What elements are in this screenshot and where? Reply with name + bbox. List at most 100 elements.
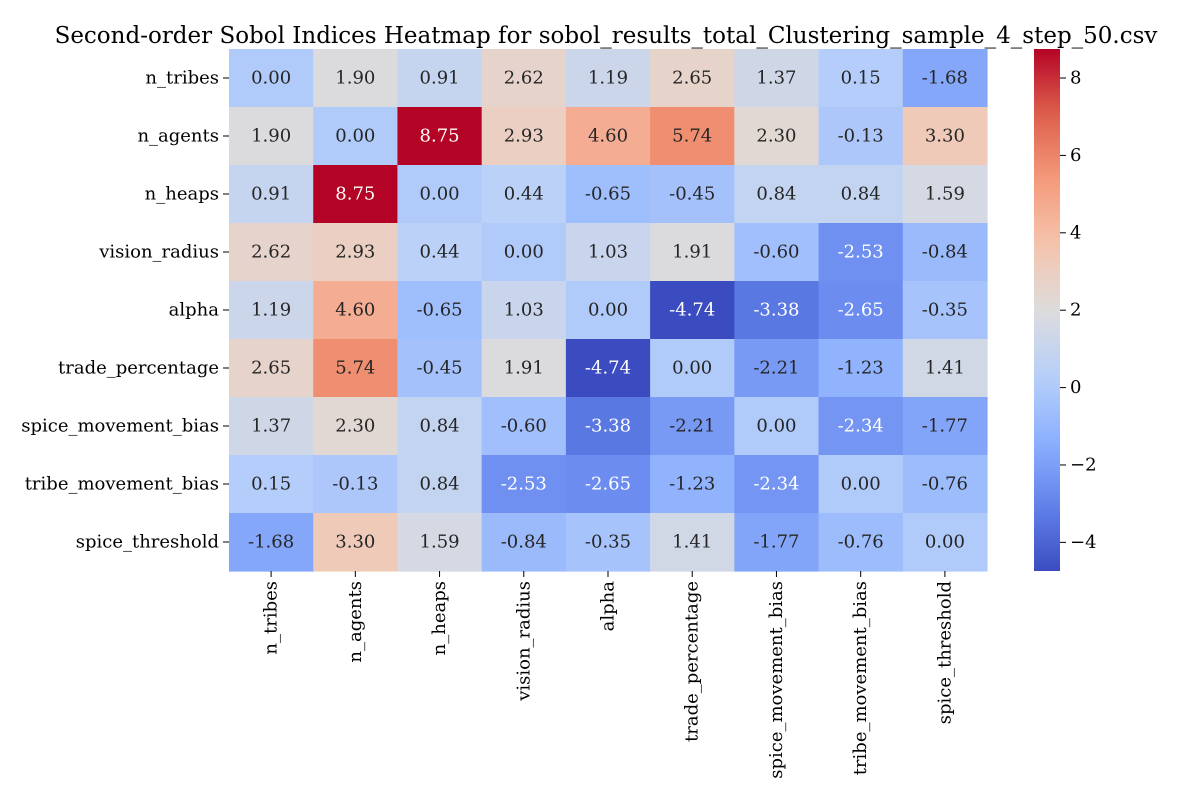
- column-tick-label: alpha: [598, 581, 619, 632]
- heatmap-cell: [650, 455, 735, 514]
- heatmap-cell: [734, 397, 820, 456]
- row-tick-label: n_tribes: [145, 68, 219, 89]
- cell-value-label: 0.84: [420, 416, 460, 437]
- cell-value-label: 1.19: [588, 68, 628, 89]
- heatmap-cell: [397, 223, 483, 282]
- cell-value-label: -2.65: [838, 300, 884, 321]
- heatmap-cell: [229, 223, 314, 282]
- cell-value-label: -0.45: [416, 358, 462, 379]
- heatmap-cell: [397, 513, 483, 572]
- cell-value-label: 1.91: [672, 242, 712, 263]
- cell-value-label: 2.93: [335, 242, 375, 263]
- heatmap-cell: [565, 223, 651, 282]
- heatmap-cell: [565, 49, 651, 108]
- colorbar-tick-label: 2: [1070, 300, 1081, 321]
- colorbar-tick-label: 0: [1070, 377, 1081, 398]
- heatmap-cell: [734, 513, 820, 572]
- cell-value-label: -0.13: [332, 474, 378, 495]
- cell-value-label: -1.23: [669, 474, 715, 495]
- cell-value-label: -0.84: [501, 532, 547, 553]
- cell-value-label: 1.59: [925, 184, 965, 205]
- cell-value-label: 5.74: [672, 126, 712, 147]
- heatmap-cell: [397, 397, 483, 456]
- heatmap-cell: [397, 455, 483, 514]
- cell-value-label: 0.00: [672, 358, 712, 379]
- cell-value-label: 2.62: [251, 242, 291, 263]
- cell-value-label: -0.84: [922, 242, 968, 263]
- heatmap-cell: [229, 107, 314, 166]
- heatmap-cell: [902, 455, 988, 514]
- column-tick-label: n_tribes: [261, 581, 282, 655]
- heatmap-cell: [313, 107, 399, 166]
- cell-value-label: -2.53: [501, 474, 547, 495]
- heatmap-cell: [818, 281, 904, 340]
- column-tick-label: tribe_movement_bias: [850, 581, 871, 775]
- cell-value-label: 0.84: [841, 184, 881, 205]
- cell-value-label: -0.35: [922, 300, 968, 321]
- cell-value-label: 0.91: [420, 68, 460, 89]
- heatmap-cell: [734, 455, 820, 514]
- cell-value-label: 0.15: [251, 474, 291, 495]
- heatmap-cell: [902, 223, 988, 282]
- heatmap-cell: [818, 397, 904, 456]
- cell-value-label: 0.84: [420, 474, 460, 495]
- heatmap-cell: [313, 281, 399, 340]
- column-tick-label: trade_percentage: [682, 581, 703, 742]
- cell-value-label: -0.35: [585, 532, 631, 553]
- cell-value-label: -0.60: [501, 416, 547, 437]
- cell-value-label: -1.23: [838, 358, 884, 379]
- heatmap-cell-labels: 0.00 1.90 0.91 2.62 1.19 2.65 1.37 0.15 -1.68 1.9…: [248, 68, 968, 553]
- heatmap-cell: [565, 107, 651, 166]
- cell-value-label: 8.75: [335, 184, 375, 205]
- column-tick-label: n_agents: [345, 581, 366, 663]
- cell-value-label: 0.00: [588, 300, 628, 321]
- cell-value-label: -0.60: [753, 242, 799, 263]
- row-tick-label: n_agents: [137, 126, 219, 147]
- cell-value-label: -0.76: [922, 474, 968, 495]
- heatmap-cell: [481, 107, 567, 166]
- heatmap-cell: [902, 165, 988, 224]
- heatmap-cell: [481, 339, 567, 398]
- heatmap-cell: [313, 339, 399, 398]
- heatmap-cell: [650, 165, 735, 224]
- cell-value-label: 0.44: [504, 184, 544, 205]
- column-tick-label: vision_radius: [513, 581, 534, 702]
- cell-value-label: -4.74: [669, 300, 715, 321]
- cell-value-label: -3.38: [753, 300, 799, 321]
- cell-value-label: 4.60: [335, 300, 375, 321]
- heatmap-cell: [818, 223, 904, 282]
- heatmap-cell: [902, 49, 988, 108]
- row-tick-label: n_heaps: [145, 184, 219, 205]
- heatmap-cell: [397, 281, 483, 340]
- cell-value-label: -0.13: [838, 126, 884, 147]
- cell-value-label: 2.65: [251, 358, 291, 379]
- heatmap-cell: [902, 281, 988, 340]
- cell-value-label: 0.91: [251, 184, 291, 205]
- heatmap-cell: [565, 455, 651, 514]
- cell-value-label: -1.68: [922, 68, 968, 89]
- cell-value-label: -2.53: [838, 242, 884, 263]
- row-tick-label: spice_threshold: [76, 532, 219, 553]
- heatmap-cell: [650, 513, 735, 572]
- heatmap-cell: [902, 107, 988, 166]
- cell-value-label: 0.84: [756, 184, 796, 205]
- heatmap-cell: [818, 165, 904, 224]
- cell-value-label: 0.00: [925, 532, 965, 553]
- cell-value-label: -1.77: [922, 416, 968, 437]
- heatmap-cell: [481, 49, 567, 108]
- cell-value-label: -0.65: [416, 300, 462, 321]
- colorbar-ticks: 8 6 4 2 0 −2 −4: [1060, 68, 1097, 553]
- heatmap-cell: [313, 513, 399, 572]
- heatmap-cell: [397, 49, 483, 108]
- heatmap-cell: [734, 165, 820, 224]
- cell-value-label: -3.38: [585, 416, 631, 437]
- column-tick-labels: n_tribes n_agents n_heaps vision_radius alph…: [261, 571, 955, 779]
- cell-value-label: 0.15: [841, 68, 881, 89]
- heatmap-cell: [818, 49, 904, 108]
- colorbar: [1034, 49, 1060, 571]
- row-tick-label: tribe_movement_bias: [25, 474, 219, 495]
- heatmap-cell: [481, 165, 567, 224]
- heatmap-cell: [565, 397, 651, 456]
- cell-value-label: -1.77: [753, 532, 799, 553]
- cell-value-label: 0.00: [335, 126, 375, 147]
